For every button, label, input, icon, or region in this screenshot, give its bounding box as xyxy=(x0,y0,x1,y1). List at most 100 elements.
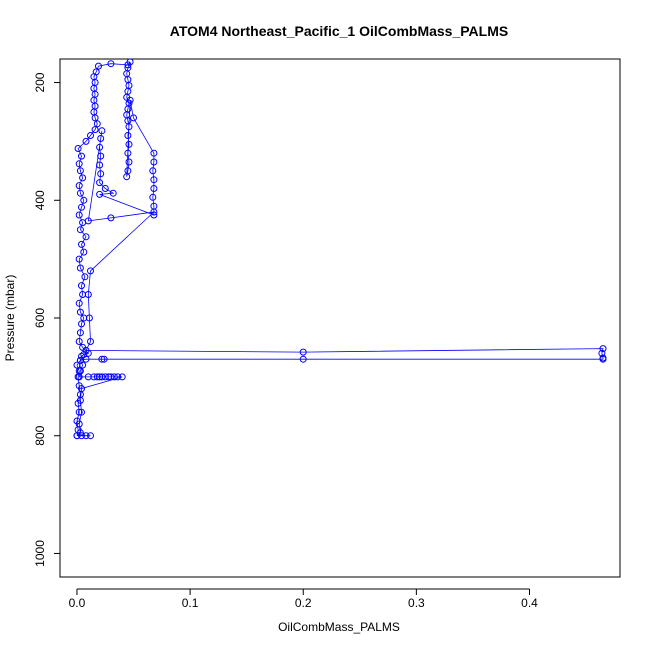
data-point xyxy=(96,179,104,187)
y-axis: 200 400 600 800 1000 xyxy=(33,72,61,567)
data-point xyxy=(76,329,84,337)
y-tick-label: 1000 xyxy=(33,540,47,567)
data-point xyxy=(126,96,134,104)
data-point xyxy=(98,127,106,135)
data-point xyxy=(95,62,102,70)
data-point xyxy=(76,189,84,197)
x-tick-label: 0.2 xyxy=(295,596,312,610)
data-point xyxy=(150,149,158,157)
data-point xyxy=(76,396,84,404)
data-point xyxy=(78,408,85,416)
data-point xyxy=(130,114,137,122)
data-point xyxy=(118,373,126,381)
data-point xyxy=(76,308,84,316)
data-point xyxy=(79,361,87,369)
data-point xyxy=(75,338,83,345)
data-point xyxy=(79,174,87,182)
data-point xyxy=(97,135,105,142)
data-point xyxy=(123,173,131,181)
y-axis-label: Pressure (mbar) xyxy=(3,275,17,362)
data-point xyxy=(91,126,99,134)
data-point xyxy=(149,167,157,175)
data-point xyxy=(87,338,94,345)
data-point xyxy=(75,373,83,381)
data-point xyxy=(93,373,101,381)
data-point xyxy=(75,182,83,190)
data-point xyxy=(150,211,158,219)
data-point xyxy=(78,385,85,393)
data-point xyxy=(299,348,307,356)
data-point xyxy=(82,346,90,354)
data-point xyxy=(87,132,94,139)
data-point xyxy=(92,68,100,76)
data-series xyxy=(73,58,607,440)
data-point xyxy=(87,267,94,275)
data-point xyxy=(126,58,134,66)
data-point xyxy=(74,145,82,152)
data-point xyxy=(76,167,84,175)
data-point xyxy=(73,432,81,440)
data-point xyxy=(78,240,85,248)
data-point xyxy=(78,282,85,290)
data-point xyxy=(85,314,93,322)
data-point xyxy=(150,158,158,166)
data-point xyxy=(125,140,133,148)
data-point xyxy=(599,345,607,353)
data-point xyxy=(84,291,92,298)
data-point xyxy=(82,233,90,241)
data-point xyxy=(124,149,132,157)
data-point xyxy=(100,355,108,363)
data-point xyxy=(101,185,109,192)
data-point xyxy=(75,420,83,428)
data-point xyxy=(109,189,117,197)
data-point xyxy=(78,432,85,440)
y-tick-label: 200 xyxy=(33,72,47,92)
x-axis-label: OilCombMass_PALMS xyxy=(278,620,400,634)
data-point xyxy=(75,255,83,263)
data-point xyxy=(150,208,158,216)
data-point xyxy=(87,432,94,440)
x-tick-label: 0.3 xyxy=(408,596,425,610)
data-point xyxy=(84,217,92,225)
data-point xyxy=(599,355,607,363)
data-point xyxy=(107,214,115,222)
data-point xyxy=(76,264,84,272)
chart-title: ATOM4 Northeast_Pacific_1 OilCombMass_PA… xyxy=(170,23,508,39)
data-point xyxy=(124,132,132,139)
data-point xyxy=(97,152,105,160)
data-point xyxy=(93,120,101,128)
data-point xyxy=(78,320,85,328)
data-point xyxy=(78,203,85,211)
data-point xyxy=(81,273,89,281)
series-line xyxy=(76,61,604,437)
data-point xyxy=(125,123,133,131)
data-point xyxy=(150,176,158,184)
data-point xyxy=(82,137,90,145)
data-point xyxy=(96,190,104,198)
x-axis: 0.0 0.1 0.2 0.3 0.4 xyxy=(69,588,538,610)
y-tick-label: 800 xyxy=(33,425,47,445)
data-point xyxy=(110,373,118,381)
data-point xyxy=(114,373,122,381)
data-point xyxy=(75,299,83,307)
data-point xyxy=(80,248,88,256)
x-tick-label: 0.4 xyxy=(521,596,538,610)
data-point xyxy=(78,152,85,160)
data-point xyxy=(82,432,90,440)
data-point xyxy=(149,193,157,201)
y-tick-label: 400 xyxy=(33,190,47,210)
data-point xyxy=(75,408,83,416)
y-tick-label: 600 xyxy=(33,308,47,328)
x-tick-label: 0.1 xyxy=(182,596,199,610)
data-point xyxy=(107,373,115,381)
data-point xyxy=(75,211,83,219)
data-point xyxy=(76,226,84,234)
data-point xyxy=(125,158,133,166)
x-tick-label: 0.0 xyxy=(69,596,86,610)
data-point xyxy=(150,185,158,192)
data-point xyxy=(299,355,307,363)
data-point xyxy=(75,160,83,168)
data-point xyxy=(98,355,106,363)
data-point xyxy=(98,373,106,381)
